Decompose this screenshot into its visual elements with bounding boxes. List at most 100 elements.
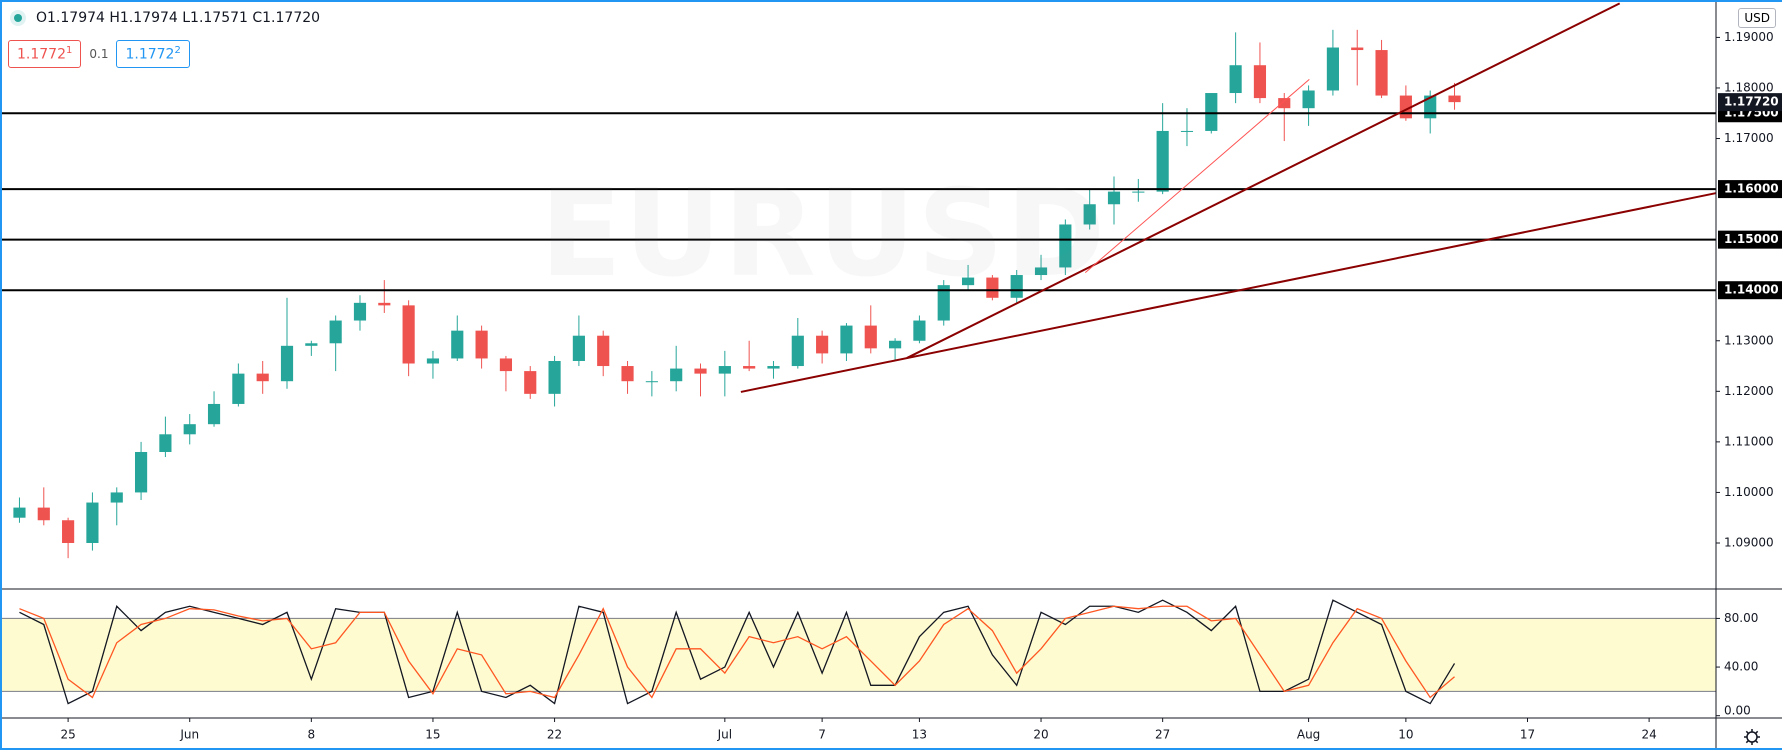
quotes: 1.17721 0.1 1.17722 xyxy=(8,40,190,68)
candle-body xyxy=(499,358,513,372)
candle-body xyxy=(426,358,440,364)
x-tick-label: 10 xyxy=(1398,728,1413,742)
candle-body xyxy=(864,325,877,349)
candle-body xyxy=(62,520,75,543)
candle-body xyxy=(767,366,780,369)
settings-icon[interactable] xyxy=(1744,729,1760,745)
candle-body xyxy=(597,335,610,367)
y-tick-label: 40.00 xyxy=(1724,660,1758,674)
candle-body xyxy=(524,371,537,394)
x-tick-label: 22 xyxy=(547,728,562,742)
x-tick-label: 15 xyxy=(425,728,440,742)
candle-body xyxy=(402,305,415,364)
candle-body xyxy=(1253,65,1267,99)
currency-button[interactable]: USD xyxy=(1738,8,1776,28)
x-tick-label: 20 xyxy=(1033,728,1048,742)
y-tick-label: 1.17000 xyxy=(1724,131,1774,145)
y-tick-label: 1.09000 xyxy=(1724,535,1774,549)
candle-body xyxy=(86,502,99,543)
y-tick-label: 1.13000 xyxy=(1724,333,1774,347)
candle-body xyxy=(1132,191,1145,193)
candle-body xyxy=(13,507,26,518)
candle-body xyxy=(110,492,123,503)
candle-body xyxy=(207,403,221,425)
candle-body xyxy=(645,381,658,383)
candle-body xyxy=(1229,65,1242,94)
candle-body xyxy=(572,335,585,361)
trendline xyxy=(1084,79,1310,273)
candle-body xyxy=(183,424,196,435)
legend: O1.17974 H1.17974 L1.17571 C1.17720 xyxy=(10,10,320,26)
candle-body xyxy=(1107,191,1121,205)
level-label-box xyxy=(1718,180,1782,199)
x-tick-label: 24 xyxy=(1641,728,1656,742)
level-label: 1.15000 xyxy=(1724,232,1779,246)
oscillator-line xyxy=(19,599,1456,705)
candle-body xyxy=(1083,204,1096,225)
last-price-box xyxy=(1718,93,1782,112)
x-tick-label: 27 xyxy=(1155,728,1170,742)
candle-body xyxy=(889,340,902,349)
candle-body xyxy=(1326,47,1339,91)
candle-body xyxy=(378,302,391,306)
candle-body xyxy=(621,366,634,382)
trendline xyxy=(906,2,1621,359)
candle-body xyxy=(1034,267,1048,276)
x-tick-label: 25 xyxy=(60,728,75,742)
x-tick-label: 7 xyxy=(818,728,826,742)
candle-body xyxy=(451,330,464,359)
candle-body xyxy=(329,320,342,344)
candle-body xyxy=(305,343,318,346)
y-tick-label: 1.19000 xyxy=(1724,30,1774,44)
x-tick-label: Aug xyxy=(1297,728,1320,742)
candle-body xyxy=(1278,98,1291,109)
x-tick-label: 8 xyxy=(308,728,316,742)
candle-body xyxy=(1156,130,1169,192)
bid-price: 1.1772 xyxy=(17,46,66,63)
candle-body xyxy=(961,277,975,286)
candle-body xyxy=(232,373,245,404)
level-label: 1.14000 xyxy=(1724,283,1779,297)
candle-body xyxy=(159,434,172,452)
gear-teeth xyxy=(1744,729,1760,745)
candle-body xyxy=(1205,93,1218,131)
candle-body xyxy=(1180,130,1194,132)
candle-body xyxy=(548,360,561,394)
ask-pip: 2 xyxy=(174,45,181,56)
candle-body xyxy=(816,335,829,354)
candle-body xyxy=(670,368,683,382)
spread: 0.1 xyxy=(89,46,109,61)
buy-button[interactable]: 1.17722 xyxy=(116,40,190,68)
candle-body xyxy=(256,373,269,382)
y-tick-label: 80.00 xyxy=(1724,611,1758,625)
y-tick-label: 0.00 xyxy=(1724,704,1751,718)
candle-body xyxy=(694,368,707,374)
y-tick-label: 1.12000 xyxy=(1724,384,1774,398)
candle-body xyxy=(718,366,731,374)
candle-body xyxy=(37,507,50,521)
candle-body xyxy=(1351,47,1364,51)
candle-body xyxy=(840,325,853,354)
sell-button[interactable]: 1.17721 xyxy=(8,40,82,68)
candle-body xyxy=(913,320,926,341)
candle-body xyxy=(1375,50,1388,96)
candle-body xyxy=(1059,224,1072,268)
ohlc: O1.17974 H1.17974 L1.17571 C1.17720 xyxy=(36,10,321,26)
watermark: EURUSD xyxy=(540,165,1108,304)
candle-body xyxy=(1010,275,1023,298)
status-dot xyxy=(10,10,26,26)
candle-body xyxy=(743,366,756,369)
y-tick-label: 1.18000 xyxy=(1724,80,1774,94)
y-tick-label: 1.11000 xyxy=(1724,434,1774,448)
candle-body xyxy=(353,302,367,321)
candle-body xyxy=(280,345,294,382)
level-label-box xyxy=(1718,281,1782,300)
x-tick-label: 17 xyxy=(1520,728,1535,742)
oscillator-line xyxy=(19,605,1455,699)
candle-body xyxy=(791,335,804,367)
last-price-label: 1.17720 xyxy=(1724,95,1779,109)
x-tick-label: Jul xyxy=(717,728,732,742)
candle-body xyxy=(937,285,950,321)
